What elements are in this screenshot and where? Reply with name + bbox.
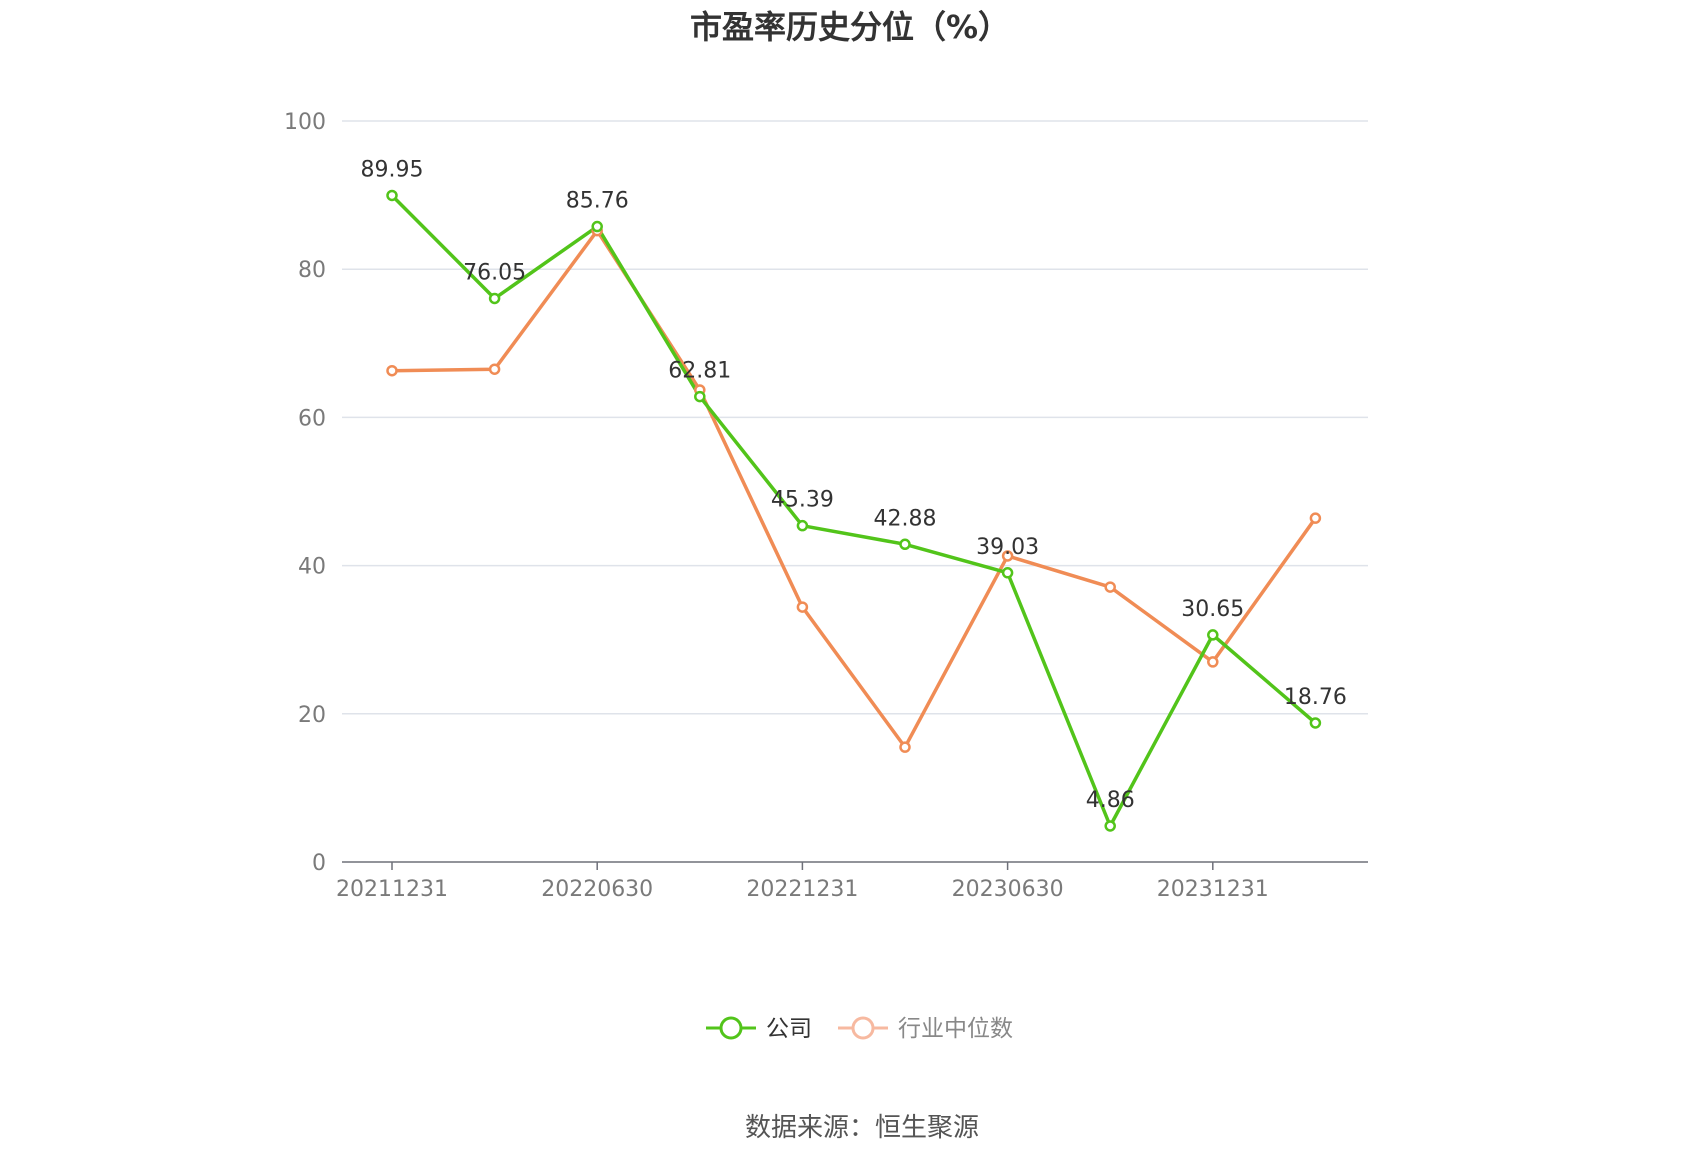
series-points bbox=[386, 189, 1322, 832]
data-point-company[interactable] bbox=[694, 390, 706, 403]
data-point-company[interactable] bbox=[488, 292, 501, 305]
y-tick-label: 40 bbox=[298, 555, 326, 580]
chart-title: 市盈率历史分位（%） bbox=[690, 8, 1010, 46]
data-point-industry-median[interactable] bbox=[1001, 550, 1014, 562]
data-label: 62.81 bbox=[668, 359, 731, 384]
data-label: 18.76 bbox=[1284, 685, 1347, 710]
series-line-industry-median bbox=[391, 228, 1317, 749]
data-point-industry-median[interactable] bbox=[899, 741, 911, 753]
y-tick-label: 0 bbox=[312, 851, 326, 876]
data-label: 42.88 bbox=[874, 506, 937, 531]
data-label: 76.05 bbox=[463, 260, 526, 285]
data-point-industry-median[interactable] bbox=[386, 364, 398, 377]
data-point-company[interactable] bbox=[1207, 629, 1219, 641]
data-point-company[interactable] bbox=[1309, 717, 1322, 729]
series-lines bbox=[390, 194, 1317, 828]
data-point-company[interactable] bbox=[591, 220, 603, 233]
data-point-industry-median[interactable] bbox=[1309, 512, 1322, 524]
legend-item-company[interactable]: 公司 bbox=[706, 1016, 812, 1042]
y-tick-label: 80 bbox=[298, 258, 326, 283]
legend-item-industry-median[interactable]: 行业中位数 bbox=[838, 1016, 1013, 1042]
data-label: 30.65 bbox=[1181, 597, 1244, 622]
x-tick-label: 20230630 bbox=[952, 877, 1064, 902]
legend-label-company: 公司 bbox=[766, 1016, 812, 1042]
data-point-industry-median[interactable] bbox=[796, 601, 809, 613]
x-tick-label: 20220630 bbox=[541, 877, 653, 902]
data-label: 85.76 bbox=[566, 189, 629, 214]
series-line-company bbox=[390, 194, 1317, 828]
data-point-company[interactable] bbox=[386, 189, 398, 202]
axes: 20211231 20220630 20221231 20230630 20231231 bbox=[336, 861, 1368, 902]
data-label: 39.03 bbox=[976, 535, 1039, 560]
grid-lines: 0 20 40 60 80 100 bbox=[284, 110, 1368, 876]
data-source: 数据来源：恒生聚源 bbox=[745, 1113, 979, 1143]
x-tick-label: 20231231 bbox=[1157, 877, 1269, 902]
data-label: 89.95 bbox=[361, 157, 424, 182]
y-tick-label: 100 bbox=[284, 110, 326, 135]
data-labels: 89.95 76.05 85.76 62.81 45.39 42.88 39.03 4.86 3… bbox=[361, 157, 1347, 813]
x-tick-label: 20211231 bbox=[336, 877, 448, 902]
data-label: 45.39 bbox=[771, 488, 834, 513]
legend-label-industry-median: 行业中位数 bbox=[898, 1016, 1013, 1042]
data-point-industry-median[interactable] bbox=[1207, 656, 1219, 668]
data-point-company[interactable] bbox=[1001, 567, 1014, 579]
y-tick-label: 20 bbox=[298, 703, 326, 728]
legend[interactable]: 公司 行业中位数 bbox=[706, 1016, 1013, 1042]
data-point-industry-median[interactable] bbox=[488, 363, 501, 375]
data-label: 4.86 bbox=[1086, 788, 1135, 813]
x-tick-label: 20221231 bbox=[746, 877, 858, 902]
legend-marker-industry-median bbox=[851, 1016, 875, 1040]
y-tick-label: 60 bbox=[298, 406, 326, 431]
data-point-company[interactable] bbox=[1104, 820, 1116, 832]
data-point-company[interactable] bbox=[899, 538, 911, 551]
data-point-industry-median[interactable] bbox=[1104, 581, 1116, 593]
legend-marker-company bbox=[719, 1016, 743, 1040]
data-point-company[interactable] bbox=[796, 519, 809, 532]
